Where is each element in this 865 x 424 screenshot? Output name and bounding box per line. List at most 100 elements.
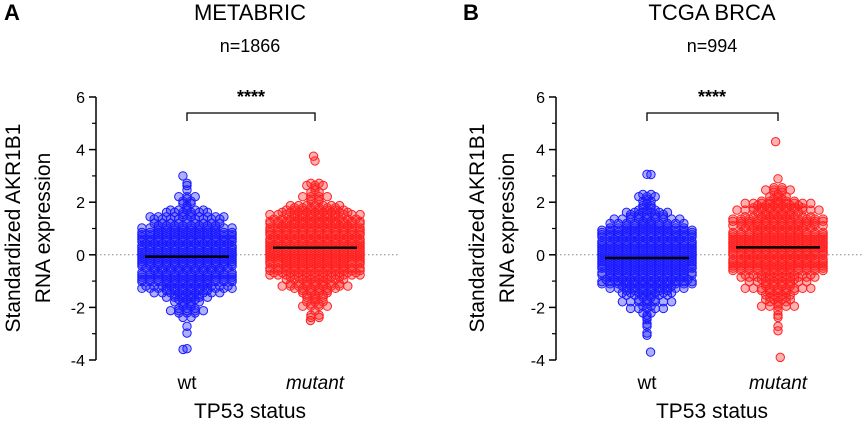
data-point bbox=[818, 214, 828, 224]
data-point bbox=[161, 292, 172, 302]
y-tick-label: 0 bbox=[76, 248, 85, 265]
data-point bbox=[322, 261, 332, 271]
data-point bbox=[355, 209, 365, 220]
data-point bbox=[728, 259, 738, 269]
data-point bbox=[170, 267, 180, 278]
data-point bbox=[227, 283, 237, 294]
data-point bbox=[182, 178, 192, 188]
data-point bbox=[748, 270, 759, 280]
data-point bbox=[765, 252, 775, 262]
data-point bbox=[145, 276, 155, 287]
data-point bbox=[650, 303, 660, 314]
data-point bbox=[642, 328, 652, 338]
data-point bbox=[302, 297, 312, 307]
data-point bbox=[202, 285, 213, 296]
data-point bbox=[310, 297, 320, 307]
data-point bbox=[605, 254, 615, 264]
data-point bbox=[178, 171, 188, 181]
data-point bbox=[227, 267, 237, 278]
data-point bbox=[748, 283, 759, 294]
data-point bbox=[797, 198, 808, 209]
data-point bbox=[305, 315, 316, 326]
y-tick-label: 2 bbox=[536, 195, 545, 212]
data-point bbox=[302, 276, 312, 287]
data-point bbox=[170, 276, 180, 287]
chart-title: TCGA BRCA bbox=[648, 0, 775, 25]
data-point bbox=[265, 259, 275, 269]
data-point bbox=[756, 301, 767, 311]
data-point bbox=[646, 254, 656, 264]
data-point bbox=[211, 267, 221, 278]
data-point bbox=[671, 254, 681, 264]
panel-a: A METABRIC n=1866 Standardized AKR1B1 RN… bbox=[2, 0, 400, 423]
data-point bbox=[756, 252, 767, 262]
y-tick-label: 6 bbox=[536, 90, 545, 107]
data-point bbox=[613, 254, 623, 264]
data-point bbox=[666, 297, 677, 307]
data-point bbox=[227, 261, 237, 271]
data-point bbox=[326, 200, 337, 211]
data-point bbox=[679, 283, 689, 294]
data-point bbox=[806, 198, 816, 209]
data-point bbox=[773, 312, 783, 323]
data-point bbox=[198, 305, 209, 316]
y-tick-label: -4 bbox=[531, 353, 545, 370]
category-label-mutant: mutant bbox=[749, 373, 808, 394]
data-point bbox=[646, 292, 656, 302]
series-wt bbox=[137, 171, 237, 355]
data-point bbox=[687, 276, 697, 287]
series-mutant bbox=[265, 151, 365, 326]
data-point bbox=[149, 288, 159, 298]
data-point bbox=[355, 252, 365, 262]
data-point bbox=[153, 267, 164, 278]
data-point bbox=[609, 214, 619, 224]
data-point bbox=[219, 267, 229, 278]
data-point bbox=[756, 270, 767, 280]
data-point bbox=[789, 270, 800, 280]
data-point bbox=[642, 310, 652, 320]
data-point bbox=[621, 254, 632, 264]
data-point bbox=[761, 279, 771, 289]
data-point bbox=[773, 310, 783, 320]
data-point bbox=[227, 254, 237, 264]
data-point bbox=[190, 191, 200, 202]
data-point bbox=[789, 301, 800, 311]
data-point bbox=[314, 178, 324, 188]
data-point bbox=[797, 270, 808, 280]
data-point bbox=[334, 200, 345, 211]
data-point bbox=[642, 319, 652, 329]
data-point bbox=[198, 205, 209, 215]
data-point bbox=[289, 261, 300, 271]
data-point bbox=[137, 223, 147, 233]
data-point bbox=[748, 198, 759, 209]
data-point bbox=[178, 276, 188, 287]
data-point bbox=[145, 267, 155, 278]
data-point bbox=[765, 288, 775, 298]
data-point bbox=[190, 308, 200, 318]
data-point bbox=[306, 178, 316, 188]
data-point bbox=[773, 270, 783, 280]
data-point bbox=[634, 303, 644, 314]
data-point bbox=[625, 303, 636, 314]
data-point bbox=[347, 259, 357, 269]
data-point bbox=[597, 254, 607, 264]
panel-label: B bbox=[463, 0, 479, 25]
data-point bbox=[318, 297, 328, 307]
chart-title: METABRIC bbox=[194, 0, 306, 25]
data-point bbox=[339, 261, 349, 271]
data-point bbox=[773, 326, 783, 336]
y-axis-label-line1: Standardized AKR1B1 bbox=[2, 124, 25, 333]
data-point bbox=[219, 212, 229, 222]
data-point bbox=[273, 259, 283, 269]
category-label-wt: wt bbox=[637, 373, 658, 394]
data-point bbox=[775, 352, 785, 363]
data-point bbox=[293, 279, 304, 289]
data-point bbox=[740, 198, 750, 209]
data-point bbox=[285, 200, 296, 211]
data-point bbox=[814, 205, 824, 215]
data-point bbox=[318, 276, 328, 287]
data-point bbox=[646, 169, 656, 180]
data-point bbox=[355, 259, 365, 269]
panel-label: A bbox=[4, 0, 20, 25]
